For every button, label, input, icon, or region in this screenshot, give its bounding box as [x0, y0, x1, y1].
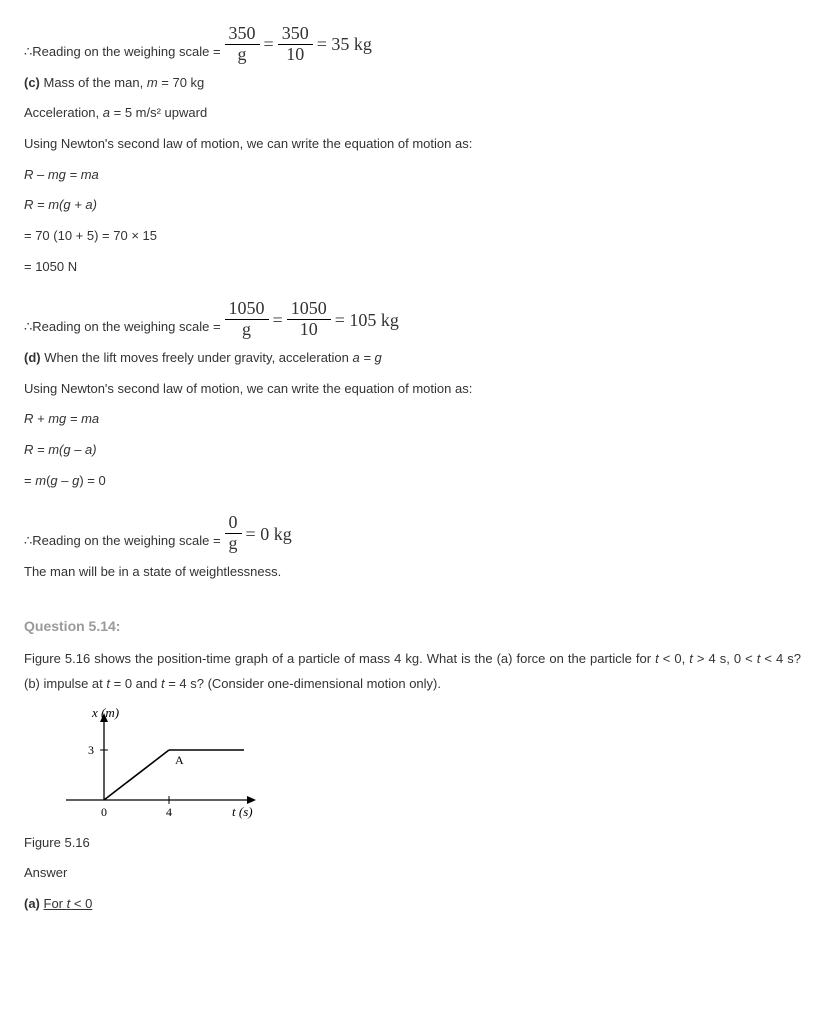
part-c-var: m [147, 75, 158, 90]
reading-prefix: ∴Reading on the weighing scale = [24, 40, 221, 65]
part-d-eq: a = g [353, 350, 382, 365]
answer-label: Answer [24, 861, 801, 886]
frac-1050-g: 1050 g [225, 299, 269, 340]
part-d-text: When the lift moves freely under gravity… [44, 350, 352, 365]
svg-text:t (s): t (s) [232, 804, 253, 819]
c-eq3: = 70 (10 + 5) = 70 × 15 [24, 224, 801, 249]
svg-text:4: 4 [166, 805, 172, 819]
result-105: = 105 kg [335, 303, 399, 337]
part-a-label: (a) [24, 896, 44, 911]
part-c-label: (c) [24, 75, 44, 90]
reading-105-row: ∴Reading on the weighing scale = 1050 g … [24, 299, 801, 340]
newton-line-2: Using Newton's second law of motion, we … [24, 377, 801, 402]
d-eq1: R + mg = ma [24, 407, 801, 432]
equals-1: = [264, 27, 274, 61]
figure-caption: Figure 5.16 [24, 831, 801, 856]
svg-text:0: 0 [101, 805, 107, 819]
part-d-label: (d) [24, 350, 44, 365]
c-eq2: R = m(g + a) [24, 193, 801, 218]
frac-0-g: 0 g [225, 513, 242, 554]
d-eq2: R = m(g – a) [24, 438, 801, 463]
eq-35: 350 g = 350 10 = 35 kg [225, 24, 372, 65]
reading-prefix-2: ∴Reading on the weighing scale = [24, 315, 221, 340]
svg-text:x (m): x (m) [91, 705, 119, 720]
result-35: = 35 kg [317, 27, 372, 61]
newton-line-1: Using Newton's second law of motion, we … [24, 132, 801, 157]
part-c-eq: = 70 kg [158, 75, 205, 90]
svg-text:A: A [175, 753, 184, 767]
frac-350-g: 350 g [225, 24, 260, 65]
d-eq3: = m(g – g) = 0 [24, 469, 801, 494]
figure-5-16: 3 4 0 Ax (m) t (s) [54, 705, 801, 825]
question-body: Figure 5.16 shows the position-time grap… [24, 647, 801, 696]
accel-c: Acceleration, a = 5 m/s² upward [24, 101, 801, 126]
part-c-text: Mass of the man, [44, 75, 147, 90]
result-0: = 0 kg [246, 517, 292, 551]
part-a-text: For t < 0 [44, 896, 93, 911]
c-eq4: = 1050 N [24, 255, 801, 280]
position-time-graph: 3 4 0 Ax (m) t (s) [54, 705, 274, 825]
equals-2: = [273, 303, 283, 337]
svg-text:3: 3 [88, 743, 94, 757]
reading-0-row: ∴Reading on the weighing scale = 0 g = 0… [24, 513, 801, 554]
part-c-line: (c) Mass of the man, m = 70 kg [24, 71, 801, 96]
c-eq1: R – mg = ma [24, 163, 801, 188]
reading-prefix-3: ∴Reading on the weighing scale = [24, 529, 221, 554]
part-d-line: (d) When the lift moves freely under gra… [24, 346, 801, 371]
frac-350-10: 350 10 [278, 24, 313, 65]
frac-1050-10: 1050 10 [287, 299, 331, 340]
eq-105: 1050 g = 1050 10 = 105 kg [225, 299, 399, 340]
question-title: Question 5.14: [24, 613, 801, 640]
part-a-line: (a) For t < 0 [24, 892, 801, 917]
weightless: The man will be in a state of weightless… [24, 560, 801, 585]
eq-0: 0 g = 0 kg [225, 513, 292, 554]
reading-35-row: ∴Reading on the weighing scale = 350 g =… [24, 24, 801, 65]
